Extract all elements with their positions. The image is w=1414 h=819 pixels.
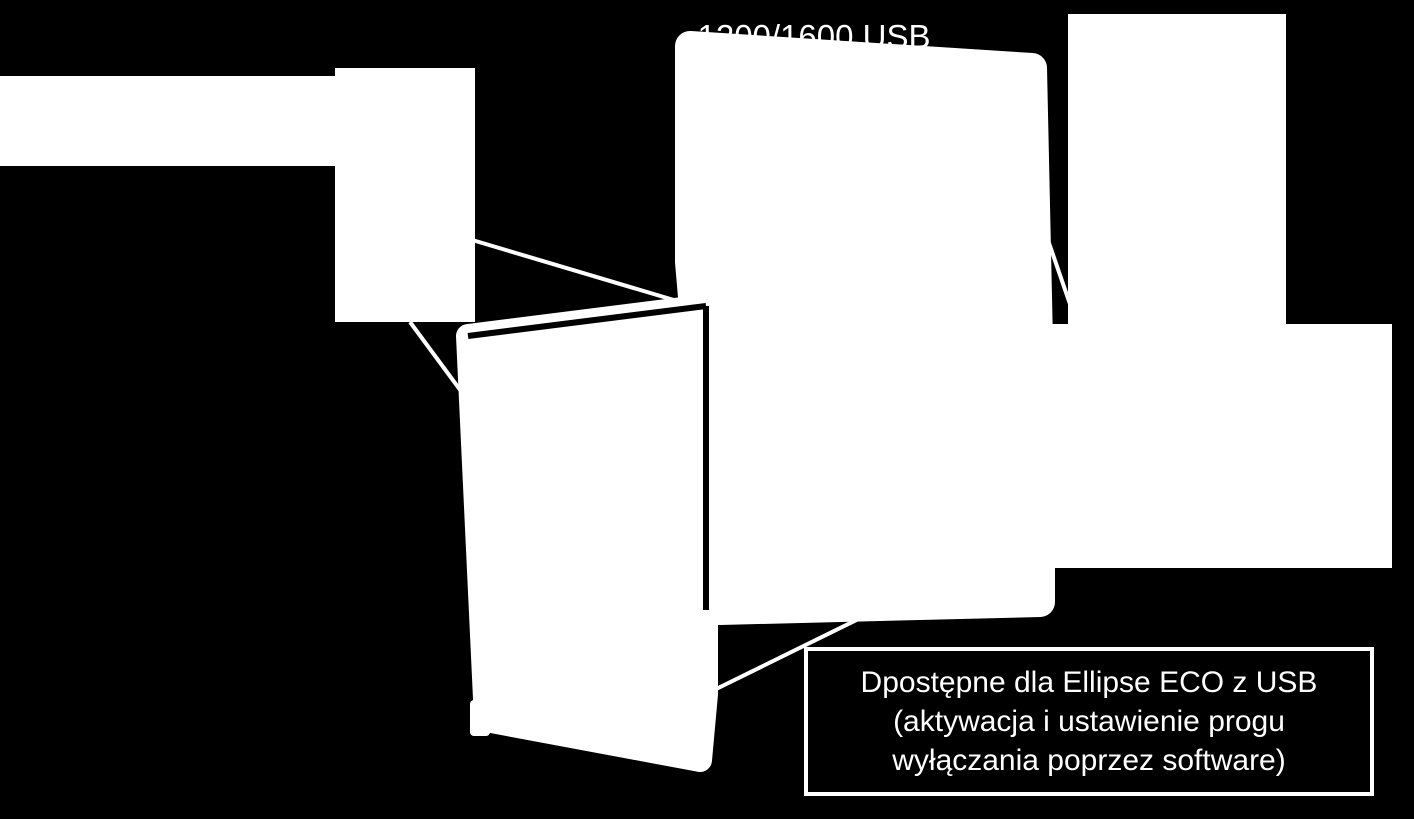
notch-4 [470, 700, 490, 736]
note-line-3: wyłączania poprzez software) [826, 741, 1352, 780]
leader-0 [452, 234, 694, 306]
left-bar [0, 76, 335, 166]
note-box: Dpostępne dla Ellipse ECO z USB (aktywac… [804, 647, 1374, 796]
note-line-1: Dpostępne dla Ellipse ECO z USB [826, 663, 1352, 702]
ups-tower [468, 306, 706, 760]
notch-3 [716, 596, 752, 610]
cross-vertical [1068, 14, 1286, 324]
notch-2 [1036, 428, 1050, 464]
model-label-text: 1200/1600 USB [697, 18, 930, 55]
note-line-2: (aktywacja i ustawienie progu [826, 702, 1352, 741]
notch-5 [688, 724, 708, 760]
ups-panel [690, 46, 1040, 610]
left-block [335, 68, 475, 322]
notch-1 [998, 60, 1034, 74]
model-label: 1200/1600 USB [654, 18, 974, 58]
